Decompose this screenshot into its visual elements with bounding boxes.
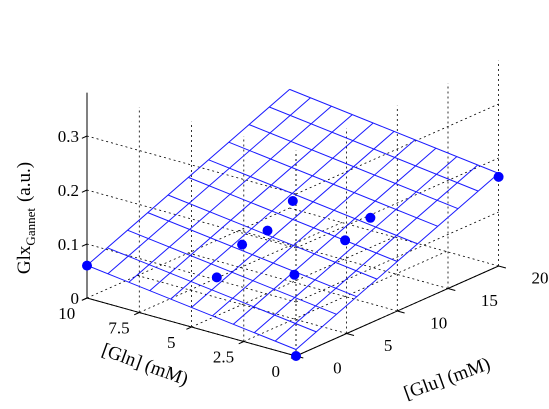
z-tick-mark — [81, 297, 88, 301]
z-tick-label: 0.1 — [58, 235, 79, 254]
z-axis-label-main: Glx — [14, 245, 35, 274]
y-tick-label: 5 — [167, 333, 176, 352]
plane-mesh-line — [269, 106, 479, 192]
data-point — [365, 212, 376, 223]
back-wall-grid-line — [86, 135, 297, 195]
back-wall-grid-line — [86, 189, 297, 249]
floor-grid-line — [188, 252, 398, 312]
x-tick-mark — [447, 288, 456, 291]
z-tick-mark — [81, 189, 88, 193]
side-wall-grid-line — [295, 211, 499, 303]
z-tick-mark — [81, 243, 88, 247]
plane-mesh-line — [128, 105, 332, 283]
plane-mesh-line — [86, 89, 290, 266]
x-tick-mark — [498, 265, 507, 269]
y-tick-mark — [133, 312, 140, 316]
side-wall-grid-line — [295, 103, 499, 195]
x-tick-mark — [346, 333, 355, 336]
data-point — [287, 196, 298, 206]
y-tick-label: 2.5 — [213, 348, 234, 367]
data-point — [262, 225, 273, 236]
y-tick-label: 7.5 — [108, 319, 129, 338]
plane-mesh-line — [208, 159, 418, 245]
data-point — [211, 272, 222, 283]
x-tick-label: 5 — [384, 336, 393, 355]
plane-mesh-line — [191, 131, 395, 308]
plane-mesh-line — [107, 97, 311, 275]
z-tick-label: 0.3 — [58, 127, 79, 146]
z-axis-label-unit: (a.u.) — [14, 162, 35, 202]
y-tick-label: 10 — [58, 304, 75, 323]
plane-mesh-line — [228, 141, 438, 227]
data-point — [291, 351, 301, 361]
z-tick-label: 0 — [71, 289, 80, 308]
y-tick-mark — [238, 341, 245, 345]
z-tick-label: 0.2 — [58, 181, 79, 200]
x-tick-label: 0 — [333, 358, 342, 377]
data-point — [340, 235, 351, 246]
data-point — [493, 171, 504, 182]
y-axis-label: [Gln] (mM) — [99, 340, 191, 391]
x-tick-label: 15 — [481, 291, 498, 310]
y-tick-label: 0 — [272, 362, 281, 381]
x-axis-label: [Glu] (mM) — [401, 354, 493, 405]
plane-mesh-line — [289, 88, 499, 174]
y-tick-mark — [186, 326, 192, 330]
data-point — [289, 269, 300, 280]
z-axis-label-sub: Gannet — [23, 208, 38, 246]
fitted-plane-mesh — [86, 88, 499, 350]
floor-grid-line — [289, 207, 499, 267]
z-tick-mark — [81, 135, 88, 139]
x-tick-label: 10 — [430, 313, 447, 332]
z-axis-label: GlxGannet (a.u.) — [14, 162, 38, 274]
floor-grid-line — [238, 230, 449, 289]
data-point — [237, 239, 248, 250]
plane-mesh-line — [248, 124, 459, 210]
x-tick-mark — [397, 310, 405, 314]
floor-grid-line — [86, 207, 290, 299]
floor-grid-line — [191, 236, 395, 328]
data-point — [82, 260, 92, 271]
plane-mesh-line — [149, 114, 353, 292]
grid-lines — [86, 60, 500, 357]
data-points — [82, 171, 504, 361]
x-tick-label: 20 — [532, 268, 549, 287]
side-wall-grid-line — [295, 157, 499, 249]
floor-grid-line — [243, 251, 447, 342]
plane-mesh-line — [170, 122, 374, 300]
floor-grid-line — [137, 275, 347, 334]
axis-labels: [Glu] (mM) [Gln] (mM) GlxGannet (a.u.) — [14, 162, 493, 404]
